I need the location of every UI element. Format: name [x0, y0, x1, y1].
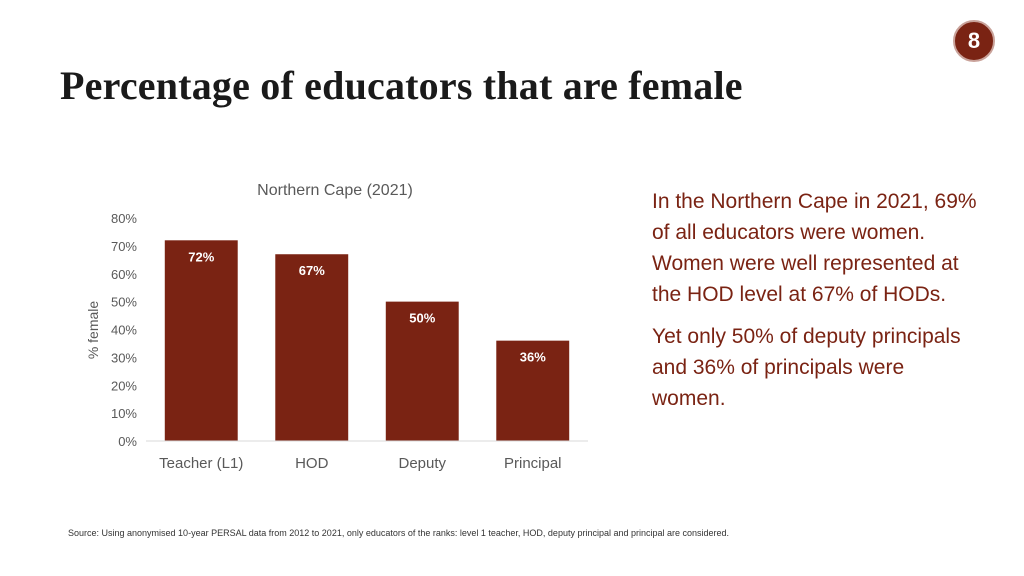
bar [164, 240, 238, 441]
y-tick-label: 80% [111, 211, 137, 226]
y-tick-label: 60% [111, 267, 137, 282]
x-category-label: Teacher (L1) [159, 455, 243, 472]
bar-value-label: 72% [188, 249, 214, 264]
bar [275, 254, 349, 441]
y-axis-label: % female [85, 301, 101, 360]
y-tick-label: 70% [111, 239, 137, 254]
description-paragraph-2: Yet only 50% of deputy principals and 36… [652, 325, 961, 410]
x-category-label: HOD [295, 455, 329, 472]
chart-title: Northern Cape (2021) [257, 182, 413, 199]
description-paragraph-1: In the Northern Cape in 2021, 69% of all… [652, 190, 977, 306]
bar-value-label: 67% [299, 263, 325, 278]
y-axis-ticks: 0% 10% 20% 30% 40% 50% 60% 70% 80% [111, 211, 137, 449]
y-tick-label: 10% [111, 406, 137, 421]
chart-canvas: Northern Cape (2021) % female 0% 10% 20% 30… [85, 182, 588, 472]
y-tick-label: 30% [111, 350, 137, 365]
slide-number-badge: 8 [953, 20, 995, 62]
bar-chart: Northern Cape (2021) % female 0% 10% 20% 30… [60, 168, 620, 488]
x-category-label: Principal [504, 455, 562, 472]
bar-value-label: 50% [409, 311, 435, 326]
slide-number: 8 [967, 28, 981, 53]
x-category-label: Deputy [398, 455, 446, 472]
bar [385, 301, 459, 441]
source-note: Source: Using anonymised 10-year PERSAL … [68, 528, 730, 538]
y-tick-label: 50% [111, 295, 137, 310]
y-tick-label: 40% [111, 323, 137, 338]
description: In the Northern Cape in 2021, 69% of all… [652, 186, 982, 425]
bars [164, 240, 570, 441]
page-title: Percentage of educators that are female [60, 63, 743, 108]
bar-value-label: 36% [520, 350, 546, 365]
bar [496, 340, 570, 441]
y-tick-label: 0% [118, 434, 137, 449]
x-axis-categories: Teacher (L1) HOD Deputy Principal [159, 455, 561, 472]
y-tick-label: 20% [111, 378, 137, 393]
bar-value-labels: 72% 67% 50% 36% [188, 249, 546, 364]
